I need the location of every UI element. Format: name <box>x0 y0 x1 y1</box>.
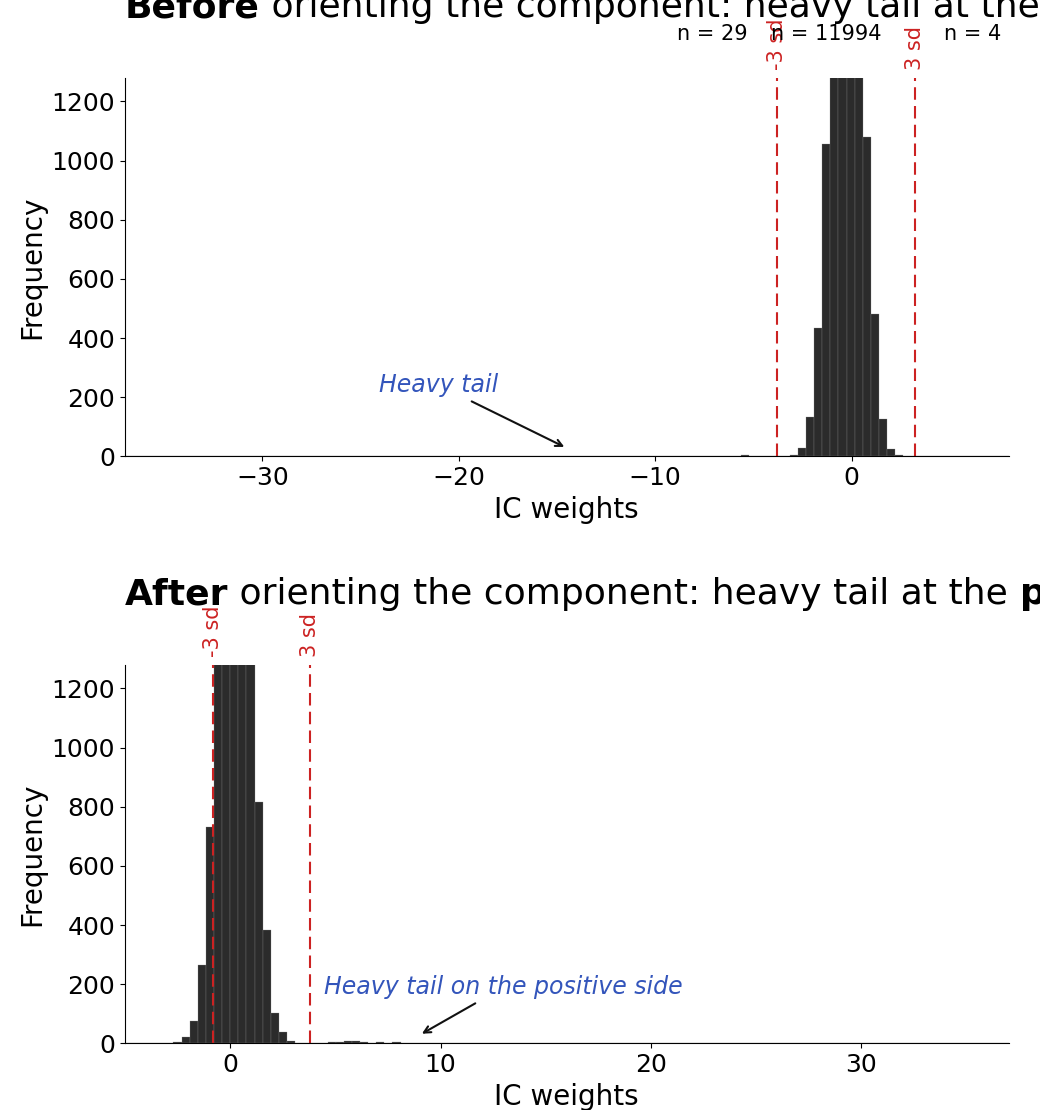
Text: n = 29: n = 29 <box>677 23 748 43</box>
Bar <box>230 304 238 1043</box>
Text: Before: Before <box>125 0 260 24</box>
Bar <box>887 450 895 456</box>
Bar <box>895 455 904 456</box>
Bar <box>814 327 823 456</box>
Bar <box>830 0 838 456</box>
Bar <box>789 455 798 456</box>
Bar <box>742 455 749 456</box>
Bar <box>806 417 814 456</box>
X-axis label: IC weights: IC weights <box>494 1082 640 1110</box>
Bar <box>270 1012 279 1043</box>
Bar <box>223 432 230 1043</box>
Bar <box>328 1041 336 1043</box>
Text: -3 sd: -3 sd <box>203 606 224 657</box>
Bar <box>198 966 206 1043</box>
Bar <box>287 1041 295 1043</box>
Bar <box>838 0 847 456</box>
Text: orienting the component: heavy tail at the: orienting the component: heavy tail at t… <box>260 0 1040 24</box>
Bar <box>352 1041 360 1043</box>
Text: n = 11994: n = 11994 <box>771 23 881 43</box>
Text: After: After <box>125 577 229 612</box>
Text: orienting the component: heavy tail at the: orienting the component: heavy tail at t… <box>229 577 1019 612</box>
Bar <box>855 0 863 456</box>
Bar <box>263 930 270 1043</box>
Bar <box>798 447 806 456</box>
Bar <box>823 144 830 456</box>
Text: Heavy tail: Heavy tail <box>380 373 563 446</box>
Y-axis label: Frequency: Frequency <box>18 783 46 926</box>
Bar <box>214 665 223 1043</box>
Bar <box>189 1021 198 1043</box>
Text: 3 sd: 3 sd <box>905 27 925 70</box>
Bar <box>182 1037 189 1043</box>
Y-axis label: Frequency: Frequency <box>18 195 46 339</box>
Bar <box>879 420 887 456</box>
Text: -3 sd: -3 sd <box>766 19 787 70</box>
Text: 3 sd: 3 sd <box>300 613 320 657</box>
Bar <box>870 314 879 456</box>
Text: positive: positive <box>1019 577 1040 612</box>
X-axis label: IC weights: IC weights <box>494 496 640 524</box>
Bar <box>344 1041 352 1043</box>
Bar <box>336 1041 344 1043</box>
Bar <box>246 601 255 1043</box>
Bar <box>376 1042 385 1043</box>
Text: n = 4: n = 4 <box>944 23 1002 43</box>
Bar <box>206 827 214 1043</box>
Bar <box>863 137 870 456</box>
Bar <box>279 1031 287 1043</box>
Bar <box>360 1042 368 1043</box>
Bar <box>174 1041 182 1043</box>
Bar <box>847 0 855 456</box>
Text: Heavy tail on the positive side: Heavy tail on the positive side <box>324 976 683 1032</box>
Bar <box>238 392 246 1043</box>
Bar <box>255 801 263 1043</box>
Bar <box>392 1041 400 1043</box>
